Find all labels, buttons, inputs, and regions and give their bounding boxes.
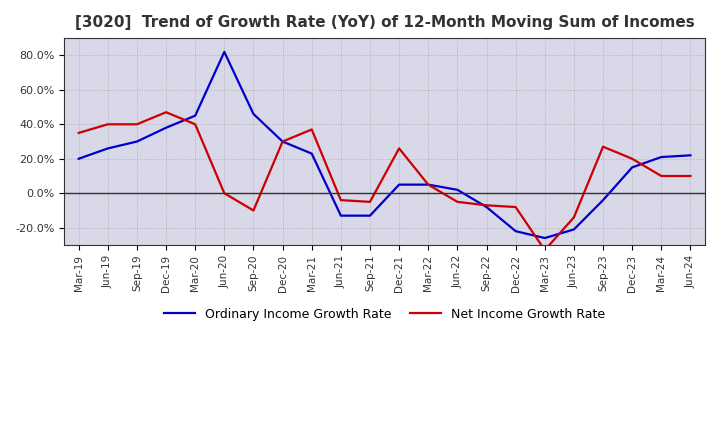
Net Income Growth Rate	[366, 199, 374, 205]
Net Income Growth Rate	[657, 173, 665, 179]
Ordinary Income Growth Rate	[366, 213, 374, 218]
Line: Net Income Growth Rate: Net Income Growth Rate	[78, 112, 690, 250]
Net Income Growth Rate	[307, 127, 316, 132]
Net Income Growth Rate	[482, 203, 491, 208]
Net Income Growth Rate	[541, 247, 549, 253]
Net Income Growth Rate	[162, 110, 171, 115]
Ordinary Income Growth Rate	[657, 154, 665, 160]
Net Income Growth Rate	[599, 144, 608, 149]
Ordinary Income Growth Rate	[104, 146, 112, 151]
Line: Ordinary Income Growth Rate: Ordinary Income Growth Rate	[78, 52, 690, 238]
Ordinary Income Growth Rate	[482, 205, 491, 210]
Net Income Growth Rate	[249, 208, 258, 213]
Ordinary Income Growth Rate	[599, 198, 608, 203]
Ordinary Income Growth Rate	[628, 165, 636, 170]
Ordinary Income Growth Rate	[74, 156, 83, 161]
Ordinary Income Growth Rate	[686, 153, 695, 158]
Ordinary Income Growth Rate	[307, 151, 316, 156]
Net Income Growth Rate	[395, 146, 403, 151]
Ordinary Income Growth Rate	[220, 49, 229, 55]
Ordinary Income Growth Rate	[424, 182, 433, 187]
Net Income Growth Rate	[511, 205, 520, 210]
Ordinary Income Growth Rate	[336, 213, 345, 218]
Net Income Growth Rate	[570, 215, 578, 220]
Ordinary Income Growth Rate	[132, 139, 141, 144]
Ordinary Income Growth Rate	[395, 182, 403, 187]
Net Income Growth Rate	[424, 182, 433, 187]
Ordinary Income Growth Rate	[511, 228, 520, 234]
Ordinary Income Growth Rate	[453, 187, 462, 192]
Legend: Ordinary Income Growth Rate, Net Income Growth Rate: Ordinary Income Growth Rate, Net Income …	[158, 303, 611, 326]
Net Income Growth Rate	[220, 191, 229, 196]
Net Income Growth Rate	[628, 156, 636, 161]
Net Income Growth Rate	[278, 139, 287, 144]
Ordinary Income Growth Rate	[191, 113, 199, 118]
Ordinary Income Growth Rate	[249, 111, 258, 117]
Ordinary Income Growth Rate	[278, 139, 287, 144]
Net Income Growth Rate	[336, 198, 345, 203]
Net Income Growth Rate	[453, 199, 462, 205]
Net Income Growth Rate	[191, 121, 199, 127]
Net Income Growth Rate	[132, 121, 141, 127]
Ordinary Income Growth Rate	[162, 125, 171, 130]
Net Income Growth Rate	[686, 173, 695, 179]
Ordinary Income Growth Rate	[570, 227, 578, 232]
Net Income Growth Rate	[74, 130, 83, 136]
Net Income Growth Rate	[104, 121, 112, 127]
Ordinary Income Growth Rate	[541, 235, 549, 241]
Title: [3020]  Trend of Growth Rate (YoY) of 12-Month Moving Sum of Incomes: [3020] Trend of Growth Rate (YoY) of 12-…	[75, 15, 694, 30]
